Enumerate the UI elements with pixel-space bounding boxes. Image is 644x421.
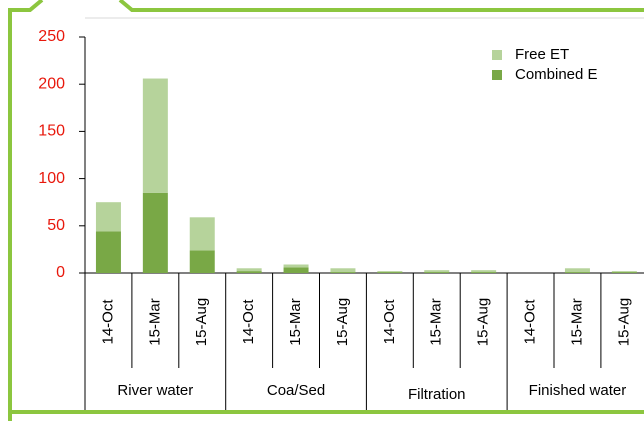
bar-segment [95,202,121,232]
bar-segment [471,270,497,273]
y-tick-label: 150 [38,123,65,140]
legend-label: Combined E [515,66,598,83]
group-label: River water [117,382,193,399]
x-tick-label: 15-Mar [428,298,445,346]
x-tick-label: 15-Aug [475,298,492,346]
bar-segment [611,272,637,273]
x-tick-label: 15-Aug [193,298,210,346]
bar-segment [142,78,168,193]
bar-segment [236,271,262,273]
bar-segment [564,272,590,273]
bar-segment [611,271,637,273]
bar-segment [424,272,450,273]
legend-swatch [492,50,502,60]
bar-segment [189,250,215,273]
y-tick-label: 50 [47,217,65,234]
x-tick-label: 14-Oct [522,299,539,345]
y-tick-label: 250 [38,28,65,45]
bar-segment [564,268,590,273]
x-tick-label: 14-Oct [240,299,257,345]
group-label: Filtration [408,386,466,403]
bar-segment [95,231,121,273]
x-tick-label: 15-Aug [615,298,632,346]
y-tick-label: 200 [38,75,65,92]
bar-segment [283,267,309,273]
y-tick-label: 100 [38,170,65,187]
bar-segment [236,268,262,272]
x-tick-label: 15-Mar [287,298,304,346]
bar-segment [189,217,215,251]
legend-swatch [492,70,502,80]
group-label: Finished water [529,382,627,399]
x-tick-label: 15-Aug [334,298,351,346]
x-tick-label: 14-Oct [99,299,116,345]
bar-segment [377,271,403,273]
bar-segment [330,268,356,273]
bar-segment [471,272,497,273]
frame [118,0,644,12]
bar-segment [283,264,309,268]
legend-label: Free ET [515,46,569,63]
bar-segment [377,272,403,273]
bar-segment [330,272,356,273]
group-label: Coa/Sed [267,382,325,399]
x-tick-label: 15-Mar [568,298,585,346]
y-tick-label: 0 [56,264,65,281]
bar-segment [142,192,168,273]
x-tick-label: 14-Oct [381,299,398,345]
x-tick-label: 15-Mar [146,298,163,346]
frame [8,0,44,421]
bar-segment [424,270,450,273]
